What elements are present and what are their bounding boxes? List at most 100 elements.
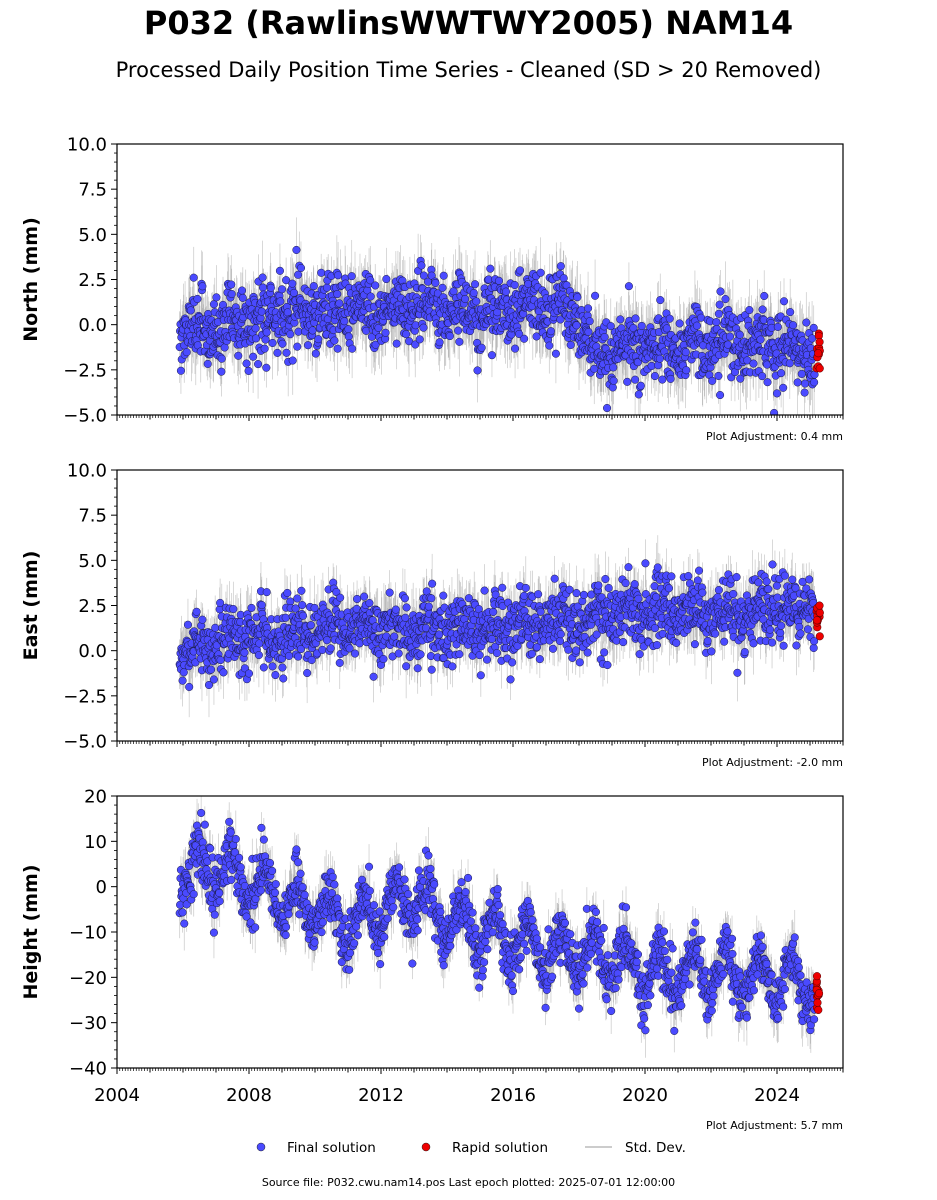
final-solution-point	[275, 266, 284, 275]
final-solution-point	[515, 266, 525, 275]
final-solution-point	[623, 377, 632, 386]
final-solution-point	[735, 330, 744, 339]
final-solution-point	[268, 338, 277, 348]
final-solution-point	[536, 268, 545, 277]
final-solution-point	[600, 332, 609, 342]
final-solution-point	[455, 337, 464, 346]
final-solution-point	[282, 276, 291, 285]
plot-adjustment-note: Plot Adjustment: 0.4 mm	[706, 430, 843, 443]
final-solution-point	[344, 325, 353, 334]
final-solution-point	[559, 274, 568, 283]
final-solution-point	[708, 376, 717, 385]
panel-east: 10.0 7.5 5.0 2.5 0.0 −2.5 −5.0 East (mm) Plot Ad…	[20, 461, 844, 769]
final-solution-point	[511, 344, 520, 353]
final-solution-point	[309, 282, 318, 291]
final-solution-point	[471, 280, 480, 289]
y-axis-title: North (mm)	[20, 217, 42, 342]
final-solution-point	[374, 323, 383, 332]
final-solution-point	[809, 323, 818, 332]
final-solution-point	[362, 326, 371, 335]
final-solution-point	[631, 375, 640, 384]
final-solution-point	[449, 287, 458, 296]
final-solution-point	[382, 274, 391, 284]
final-solution-point	[286, 330, 295, 339]
final-solution-point	[266, 283, 275, 292]
final-solution-point	[556, 315, 565, 324]
rapid-solution-points	[812, 329, 824, 373]
final-solution-point	[417, 261, 426, 270]
final-solution-point	[294, 270, 303, 279]
final-solution-point	[486, 264, 495, 273]
final-solution-point	[714, 309, 723, 318]
final-solution-point	[716, 390, 725, 400]
final-solution-point	[603, 403, 612, 413]
final-solution-point	[566, 340, 575, 350]
y-tick-label: 0.0	[78, 641, 107, 662]
final-solution-point	[217, 354, 226, 363]
final-solution-point	[802, 318, 811, 327]
final-solution-point	[238, 293, 247, 302]
final-solution-point	[257, 307, 266, 316]
final-solution-point	[510, 280, 519, 290]
final-solution-point	[779, 383, 788, 392]
final-solution-point	[176, 366, 185, 375]
final-solution-point	[556, 262, 565, 271]
final-solution-point	[419, 323, 428, 332]
y-tick-label: 0.0	[78, 315, 107, 336]
final-solution-point	[314, 335, 323, 344]
final-solution-point	[477, 343, 486, 352]
y-tick-label: 10.0	[67, 461, 107, 482]
final-solution-point	[439, 271, 448, 280]
final-solution-point	[288, 356, 297, 365]
final-solution-point	[655, 354, 664, 363]
final-solution-point	[254, 360, 263, 369]
final-solution-point	[273, 348, 282, 357]
final-solution-point	[520, 334, 529, 343]
y-tick-label: 10.0	[67, 135, 107, 156]
y-tick-label: −5.0	[63, 406, 107, 427]
final-solution-point	[262, 363, 271, 372]
final-solution-point	[411, 340, 420, 349]
final-solution-point	[779, 297, 789, 306]
y-tick-label: 5.0	[78, 225, 107, 246]
final-solution-point	[303, 341, 313, 350]
final-solution-point	[411, 321, 420, 330]
final-solution-point	[714, 371, 723, 380]
final-solution-point	[261, 335, 270, 344]
final-solution-point	[606, 322, 615, 331]
final-solution-point	[445, 331, 454, 341]
final-solution-point	[725, 332, 735, 341]
final-solution-point	[494, 276, 504, 285]
final-solution-point	[242, 359, 251, 368]
final-solution-point	[277, 285, 287, 294]
final-solution-point	[763, 378, 772, 387]
final-solution-point	[227, 289, 236, 299]
final-solution-point	[785, 359, 794, 368]
final-solution-point	[209, 300, 218, 309]
y-tick-label: 2.5	[78, 596, 107, 617]
final-solution-point	[431, 278, 440, 288]
final-solution-point	[786, 308, 795, 317]
y-tick-label: −2.5	[63, 360, 107, 381]
final-solution-point	[322, 283, 332, 292]
final-solution-point	[344, 332, 353, 341]
final-solution-point	[666, 374, 675, 383]
plot-adjustment-note: Plot Adjustment: -2.0 mm	[702, 756, 843, 769]
y-axis-title: East (mm)	[20, 551, 42, 661]
final-solution-point	[758, 305, 767, 314]
final-solution-point	[551, 349, 560, 358]
final-solution-point	[371, 281, 380, 290]
final-solution-point	[292, 245, 301, 255]
final-solution-point	[330, 336, 339, 345]
final-solution-point	[260, 344, 269, 353]
final-solution-point	[469, 288, 478, 298]
y-tick-label: 2.5	[78, 270, 107, 291]
final-solution-point	[793, 378, 802, 387]
final-solution-point	[634, 390, 643, 399]
final-solution-point	[258, 283, 268, 292]
final-solution-point	[636, 381, 645, 390]
final-solution-point	[186, 306, 195, 315]
final-solution-point	[656, 296, 665, 305]
final-solution-point	[278, 339, 287, 348]
